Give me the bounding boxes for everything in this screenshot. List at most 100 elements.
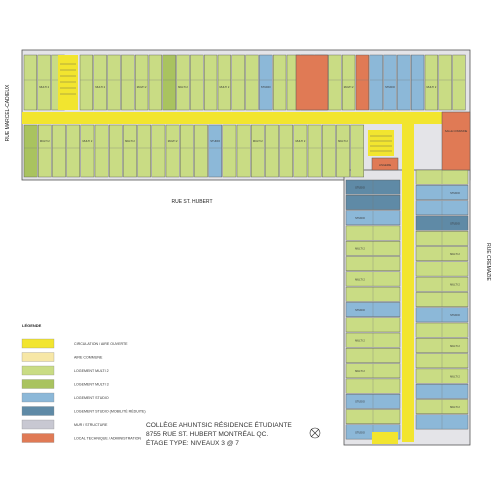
unit-south <box>38 124 52 178</box>
north-unit-row: MULTI 2 MULTI 2 MULTI 2 MULTI 2 MULTI 2 STUDI… <box>23 54 466 111</box>
unit-type-label: MULTI 2 <box>355 277 365 281</box>
unit-type-label: MULTI 2 <box>344 85 354 89</box>
street-label-left: RUE MARCEL-CADIEUX <box>5 84 11 141</box>
unit-type-label: MULTI 2 <box>355 339 365 343</box>
unit-type-label: MULTI 2 <box>178 85 188 89</box>
unit-type-label: STUDIO <box>355 430 365 434</box>
lingerie-label: LINGERIE <box>379 163 391 167</box>
unit-type-label: MULTI 2 <box>253 139 263 143</box>
unit-type-label: STUDIO <box>355 216 365 220</box>
unit-south <box>208 124 223 178</box>
unit-south <box>279 124 294 178</box>
salle-commune-room <box>441 111 471 171</box>
stair-hatching <box>60 63 392 152</box>
unit-type-label: MULTI 2 <box>296 139 306 143</box>
legend-label: CIRCULATION / AIRE OUVERTE <box>74 342 128 346</box>
unit-north <box>245 54 259 111</box>
unit-type-label: MULTI 2 <box>450 252 460 256</box>
unit-type-label: MULTI 2 <box>83 139 93 143</box>
unit-type-label: STUDIO <box>450 191 460 195</box>
unit-south <box>80 124 95 178</box>
unit-north <box>397 54 411 111</box>
unit-south <box>108 124 123 178</box>
legend-label: MUR / STRUCTURE <box>74 423 108 427</box>
unit-north <box>121 54 135 111</box>
unit-north <box>259 54 273 111</box>
unit-south <box>151 124 166 178</box>
unit-type-label: MULTI 2 <box>220 85 230 89</box>
east-wing-units: STUDIO STUDIO MULTI 2 MULTI 2 STUDIO MULTI 2 M… <box>345 169 469 440</box>
unit-south <box>236 124 251 178</box>
unit-south <box>222 124 237 178</box>
unit-north <box>355 54 370 111</box>
unit-type-label: MULTI 2 <box>168 139 178 143</box>
unit-north <box>273 54 287 111</box>
unit-south <box>66 124 80 178</box>
unit-type-label: STUDIO <box>450 221 460 225</box>
unit-south <box>123 124 137 178</box>
title-line-2: 8755 RUE ST. HUBERT MONTRÉAL QC. <box>146 429 268 438</box>
unit-type-label: STUDIO <box>450 313 460 317</box>
legend-label: LOGEMENT STUDIO (MOBILITÉ RÉDUITE) <box>74 409 146 414</box>
technical-room <box>295 54 329 111</box>
stair-core-west <box>58 55 78 110</box>
legend-label: AIRE COMMUNE <box>74 356 103 360</box>
unit-type-label: MULTI 2 <box>427 85 437 89</box>
unit-north <box>176 54 190 111</box>
unit-north <box>342 54 356 111</box>
unit-south <box>194 124 208 178</box>
unit-north <box>134 54 149 111</box>
legend-swatch <box>21 433 55 443</box>
unit-type-label: MULTI 2 <box>125 139 135 143</box>
legend-swatch <box>21 406 55 416</box>
unit-south <box>250 124 265 178</box>
unit-south <box>137 124 152 178</box>
unit-north <box>37 54 51 111</box>
unit-type-label: MULTI 2 <box>355 247 365 251</box>
unit-north <box>217 54 232 111</box>
unit-north <box>93 54 107 111</box>
unit-south <box>336 124 350 178</box>
unit-type-label: MULTI 2 <box>338 139 348 143</box>
unit-north <box>231 54 245 111</box>
unit-north <box>328 54 342 111</box>
unit-type-label: STUDIO <box>385 85 395 89</box>
legend-swatch <box>21 379 55 389</box>
legend-label: LOCAL TECHNIQUE / ADMINISTRATION <box>74 437 141 441</box>
legend-label: LOGEMENT MULTI 2 <box>74 369 109 373</box>
north-arrow-icon <box>309 427 321 439</box>
horizontal-corridor <box>22 112 442 124</box>
legend-swatch <box>21 338 55 349</box>
unit-south <box>52 124 66 178</box>
legend-swatch <box>21 352 55 362</box>
legend-title: LÉGENDE <box>22 323 42 328</box>
unit-north <box>383 54 397 111</box>
legend: LÉGENDE CIRCULATION / AIRE OUVERTE AIRE C… <box>21 323 146 443</box>
unit-north <box>107 54 121 111</box>
unit-north <box>369 54 383 111</box>
legend-label: LOGEMENT STUDIO <box>74 396 109 400</box>
unit-type-label: STUDIO <box>355 308 365 312</box>
unit-type-label: MULTI 2 <box>450 374 460 378</box>
unit-type-label: STUDIO <box>261 85 271 89</box>
unit-type-label: MULTI 2 <box>450 405 460 409</box>
unit-north <box>424 54 439 111</box>
legend-swatch <box>21 419 55 430</box>
unit-south <box>179 124 194 178</box>
unit-south <box>322 124 336 178</box>
unit-north <box>438 54 452 111</box>
unit-north <box>79 54 94 111</box>
legend-label: LOGEMENT MULTI 3 <box>74 383 109 387</box>
unit-type-label: STUDIO <box>355 400 365 404</box>
legend-swatch <box>21 392 55 403</box>
vertical-corridor <box>402 112 414 442</box>
unit-north <box>23 54 38 111</box>
unit-south <box>94 124 109 178</box>
unit-south <box>265 124 279 178</box>
unit-north <box>203 54 218 111</box>
unit-type-label: MULTI 2 <box>39 85 49 89</box>
lingerie-room <box>371 157 399 171</box>
unit-south <box>23 124 38 178</box>
unit-south <box>293 124 308 178</box>
